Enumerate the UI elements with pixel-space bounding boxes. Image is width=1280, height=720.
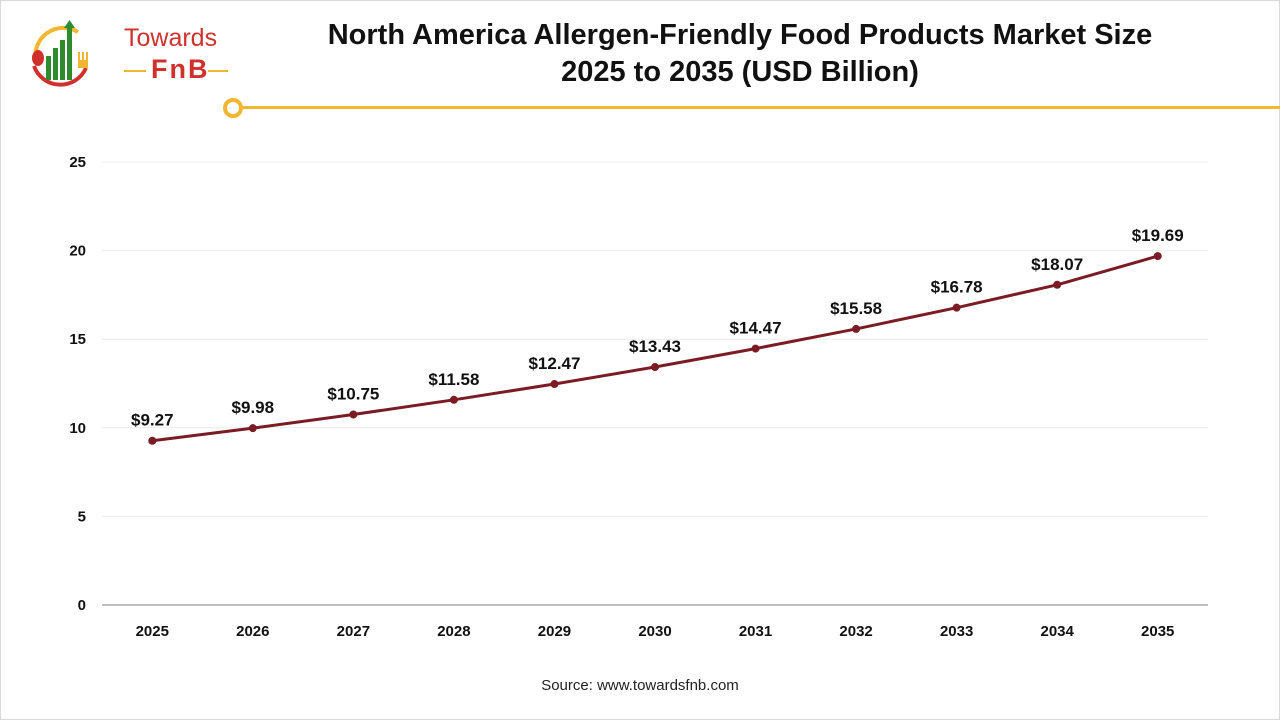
data-point [651,363,659,372]
y-tick-label: 15 [69,331,86,348]
x-tick-label: 2025 [136,623,169,640]
y-tick-label: 25 [69,154,86,171]
data-point [1153,252,1162,261]
x-tick-label: 2027 [337,623,370,640]
logo-emblem-icon [32,20,88,87]
x-tick-label: 2030 [638,623,671,640]
x-tick-label: 2031 [739,623,772,640]
x-tick-label: 2034 [1040,623,1074,640]
towards-fnb-logo: Towards FnB [26,18,228,90]
data-point [852,324,861,333]
y-tick-label: 20 [69,243,86,260]
logo-divider [208,70,228,72]
data-point [148,436,157,445]
data-label: $9.98 [232,398,275,417]
data-point [1053,280,1062,289]
data-label: $13.43 [629,337,681,356]
logo-text-fnb: FnB [151,54,210,84]
x-tick-label: 2026 [236,623,269,640]
x-tick-label: 2028 [437,623,470,640]
data-point [248,424,257,433]
data-label: $15.58 [830,299,882,318]
title-accent-dot [223,98,243,118]
y-tick-label: 0 [78,597,86,614]
chart-title-line1: North America Allergen-Friendly Food Pro… [327,19,1153,51]
title-accent-line [232,106,1280,109]
x-tick-label: 2035 [1141,623,1174,640]
data-label: $10.75 [327,385,379,404]
data-label: $11.58 [428,370,479,389]
logo-divider [124,70,146,72]
y-tick-label: 10 [69,420,86,437]
source-text: Source: www.towardsfnb.com [541,677,739,694]
data-label: $12.47 [528,354,580,373]
data-point [349,410,358,419]
x-tick-label: 2033 [940,623,973,640]
x-tick-label: 2029 [538,623,571,640]
chart-title-line2: 2025 to 2035 (USD Billion) [561,56,919,88]
x-tick-label: 2032 [839,623,872,640]
y-tick-label: 5 [78,508,86,525]
data-label: $18.07 [1031,255,1083,274]
data-point [751,344,760,353]
data-label: $16.78 [931,278,983,297]
data-point [449,395,458,404]
data-label: $19.69 [1132,226,1184,245]
logo-text-towards: Towards [124,24,218,52]
data-point [952,303,961,312]
data-point [550,380,559,389]
data-label: $9.27 [131,411,174,430]
chart-title: North America Allergen-Friendly Food Pro… [300,17,1180,91]
data-label: $14.47 [730,319,782,338]
